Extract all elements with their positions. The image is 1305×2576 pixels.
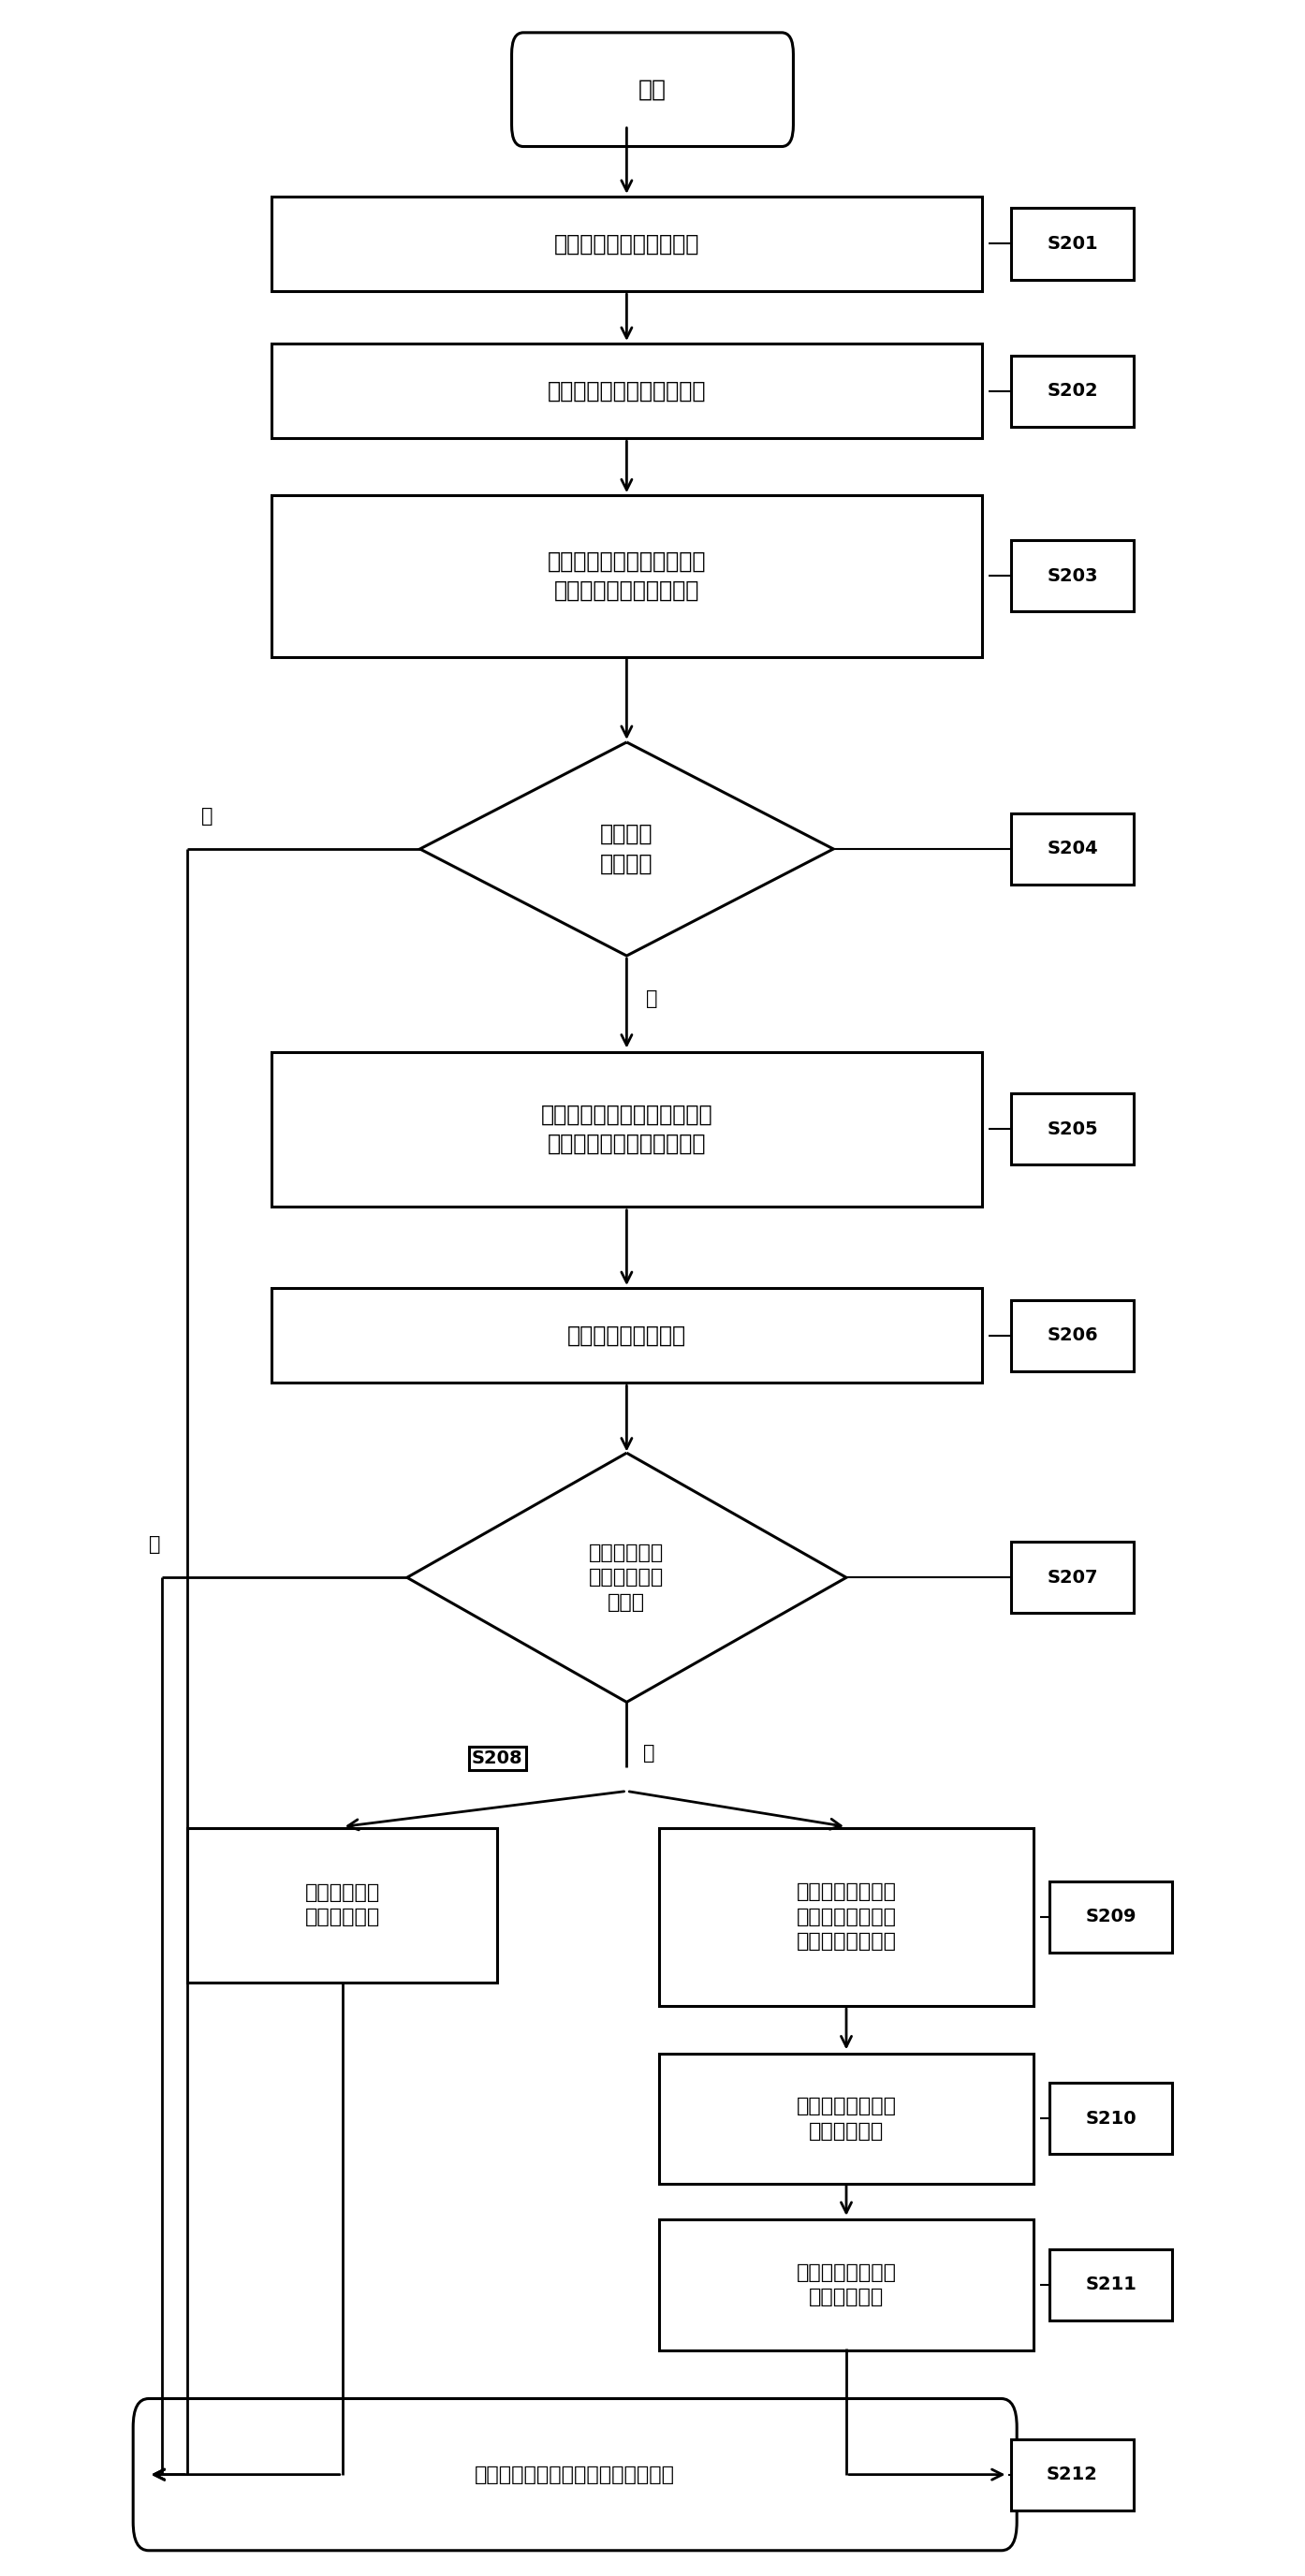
Bar	[1011, 1092, 1134, 1164]
Text: S212: S212	[1047, 2465, 1098, 2483]
Text: S205: S205	[1047, 1121, 1098, 1139]
Bar	[1049, 1880, 1172, 1953]
Text: 是: 是	[643, 1744, 655, 1762]
Bar	[271, 495, 981, 657]
Bar	[271, 1288, 981, 1383]
Text: 测量实验厂房内的放电信号: 测量实验厂房内的放电信号	[547, 379, 706, 402]
Text: 换流变压器内部局部放电信
号与外部干扰信号的识别: 换流变压器内部局部放电信 号与外部干扰信号的识别	[547, 551, 706, 603]
Text: S208: S208	[472, 1749, 523, 1767]
Text: S204: S204	[1047, 840, 1098, 858]
Text: S210: S210	[1086, 2110, 1137, 2128]
Text: S207: S207	[1047, 1569, 1098, 1587]
Bar	[1011, 2439, 1134, 2509]
Text: 是否对局部信
号检测造成严
重影响: 是否对局部信 号检测造成严 重影响	[589, 1543, 664, 1613]
Bar	[659, 1829, 1034, 2007]
Bar	[1011, 355, 1134, 428]
Text: S206: S206	[1047, 1327, 1098, 1345]
Text: 采用特高频定位技
术和超声定位技术
实现干扰源的定位: 采用特高频定位技 术和超声定位技术 实现干扰源的定位	[796, 1883, 897, 1950]
Bar	[659, 2053, 1034, 2184]
Text: S211: S211	[1086, 2275, 1137, 2293]
Text: 否: 否	[201, 806, 213, 824]
Text: 利用软件进行
有选择性去噪: 利用软件进行 有选择性去噪	[305, 1883, 380, 1927]
Text: 是否存在
干扰信号: 是否存在 干扰信号	[600, 822, 652, 876]
Bar	[659, 2221, 1034, 2349]
Bar	[1011, 541, 1134, 611]
Text: S202: S202	[1047, 381, 1098, 399]
FancyBboxPatch shape	[512, 33, 793, 147]
Bar	[271, 196, 981, 291]
Text: 换流变压器局部放电实验: 换流变压器局部放电实验	[553, 232, 699, 255]
Bar	[271, 1051, 981, 1206]
Bar	[1049, 2084, 1172, 2154]
Text: 开始: 开始	[638, 77, 667, 100]
Text: 将干扰信号转化为特征谱图并
与干扰信号样本库进行比较: 将干扰信号转化为特征谱图并 与干扰信号样本库进行比较	[540, 1103, 713, 1154]
Text: S209: S209	[1086, 1909, 1137, 1927]
Text: 工作人员对现场干
扰源进行处理: 工作人员对现场干 扰源进行处理	[796, 2262, 897, 2306]
Text: S201: S201	[1047, 234, 1098, 252]
Bar	[1011, 209, 1134, 278]
FancyBboxPatch shape	[133, 2398, 1017, 2550]
Text: 获得干扰信号的类型: 获得干扰信号的类型	[568, 1324, 686, 1347]
Text: 获得现场干扰信号
的类型及来源: 获得现场干扰信号 的类型及来源	[796, 2097, 897, 2141]
Bar	[1011, 1543, 1134, 1613]
Bar	[271, 343, 981, 438]
Text: 实现实验过程中干扰信号的有效抑制: 实现实验过程中干扰信号的有效抑制	[475, 2465, 675, 2483]
Bar	[1011, 1301, 1134, 1370]
Bar	[188, 1829, 497, 1981]
Bar	[1049, 2249, 1172, 2321]
Text: 是: 是	[646, 989, 658, 1007]
Text: 否: 否	[149, 1535, 161, 1553]
Text: S203: S203	[1047, 567, 1098, 585]
Bar	[1011, 814, 1134, 884]
